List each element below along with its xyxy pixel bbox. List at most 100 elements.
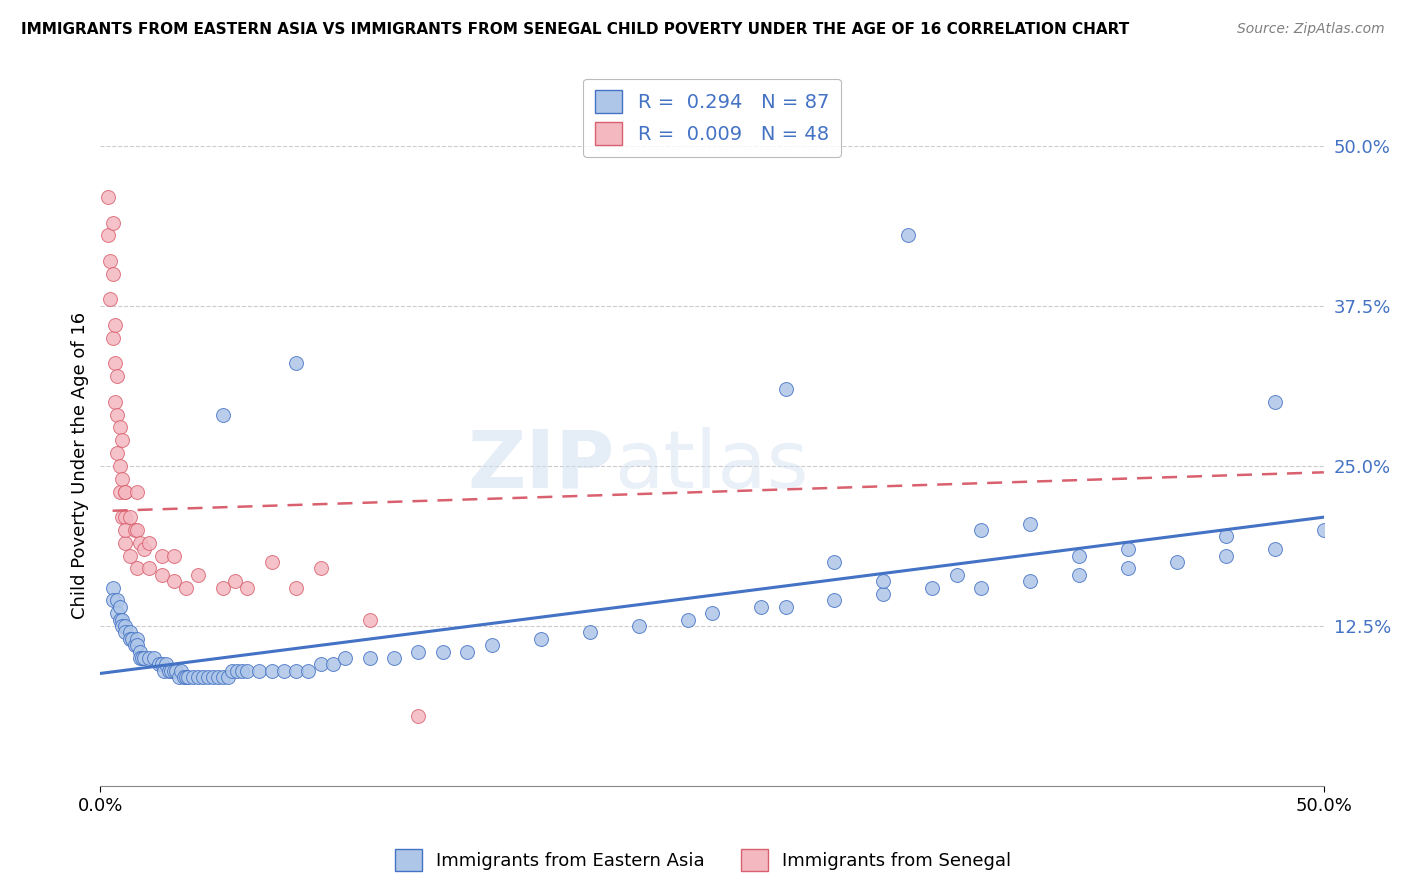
Point (872, 587, 894, 601)
Point (217, 670, 239, 684)
Point (309, 657, 332, 672)
Point (183, 670, 205, 684)
Point (1215, 529, 1237, 543)
Point (432, 645, 454, 659)
Point (481, 638, 503, 652)
Point (359, 651, 381, 665)
Point (530, 632, 553, 646)
Point (174, 670, 197, 684)
Point (285, 581, 308, 595)
Point (211, 408, 233, 422)
Point (1264, 542, 1286, 557)
Point (150, 657, 173, 672)
Point (107, 446, 129, 460)
Point (1313, 523, 1336, 537)
Point (285, 356, 308, 370)
Point (125, 523, 148, 537)
Point (946, 567, 969, 582)
Point (1019, 574, 1042, 589)
Legend: Immigrants from Eastern Asia, Immigrants from Senegal: Immigrants from Eastern Asia, Immigrants… (387, 842, 1019, 879)
Point (700, 606, 723, 620)
Point (382, 651, 405, 665)
Point (150, 567, 173, 582)
Point (1069, 567, 1091, 582)
Point (101, 331, 124, 345)
Point (173, 670, 195, 684)
Point (97, 228, 120, 243)
Point (177, 670, 200, 684)
Point (408, 645, 430, 659)
Point (1166, 555, 1188, 569)
Point (125, 484, 148, 499)
Point (98, 293, 121, 307)
Point (174, 581, 197, 595)
Point (456, 645, 478, 659)
Text: IMMIGRANTS FROM EASTERN ASIA VS IMMIGRANTS FROM SENEGAL CHILD POVERTY UNDER THE : IMMIGRANTS FROM EASTERN ASIA VS IMMIGRAN… (21, 22, 1129, 37)
Point (273, 664, 295, 678)
Point (114, 625, 136, 640)
Point (249, 664, 271, 678)
Point (824, 555, 846, 569)
Point (111, 434, 134, 448)
Point (170, 664, 193, 678)
Point (236, 664, 259, 678)
Point (408, 708, 430, 723)
Point (160, 664, 183, 678)
Text: ZIP: ZIP (467, 427, 614, 505)
Point (1116, 561, 1139, 575)
Point (125, 632, 148, 646)
Point (578, 625, 600, 640)
Point (108, 458, 131, 473)
Point (775, 382, 797, 396)
Point (676, 613, 699, 627)
Point (134, 542, 156, 557)
Point (221, 664, 243, 678)
Text: atlas: atlas (614, 427, 808, 505)
Point (128, 535, 150, 549)
Point (285, 664, 308, 678)
Point (157, 664, 180, 678)
Point (897, 228, 920, 243)
Point (1069, 549, 1091, 563)
Point (114, 510, 136, 524)
Point (627, 619, 650, 633)
Point (124, 523, 146, 537)
Point (111, 510, 134, 524)
Point (187, 670, 209, 684)
Point (101, 215, 124, 229)
Point (211, 581, 233, 595)
Point (155, 657, 177, 672)
Point (187, 567, 209, 582)
Point (191, 670, 214, 684)
Point (197, 670, 219, 684)
Point (359, 613, 381, 627)
Point (118, 632, 141, 646)
Point (118, 549, 141, 563)
Point (153, 664, 176, 678)
Point (163, 574, 186, 589)
Point (333, 651, 356, 665)
Point (297, 664, 319, 678)
Point (138, 535, 160, 549)
Point (970, 581, 993, 595)
Point (101, 267, 124, 281)
Point (134, 651, 156, 665)
Point (98, 254, 121, 268)
Point (322, 657, 344, 672)
Point (138, 651, 160, 665)
Point (824, 593, 846, 607)
Point (104, 318, 127, 332)
Point (111, 619, 134, 633)
Point (104, 356, 127, 370)
Point (121, 632, 143, 646)
Point (104, 395, 127, 409)
Point (236, 581, 259, 595)
Point (163, 664, 186, 678)
Point (114, 523, 136, 537)
Point (231, 664, 253, 678)
Point (118, 625, 141, 640)
Point (111, 613, 134, 627)
Point (125, 638, 148, 652)
Point (114, 484, 136, 499)
Point (226, 664, 249, 678)
